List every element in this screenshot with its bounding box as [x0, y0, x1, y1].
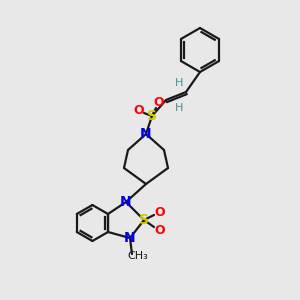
Text: S: S [147, 109, 157, 123]
Text: N: N [120, 195, 132, 209]
Text: O: O [154, 97, 164, 110]
Text: N: N [140, 127, 152, 141]
Text: N: N [124, 231, 136, 245]
Text: H: H [175, 78, 183, 88]
Text: O: O [134, 104, 144, 118]
Text: S: S [139, 213, 149, 227]
Text: H: H [175, 103, 183, 113]
Text: CH₃: CH₃ [128, 251, 148, 261]
Text: O: O [155, 206, 165, 218]
Text: O: O [155, 224, 165, 236]
